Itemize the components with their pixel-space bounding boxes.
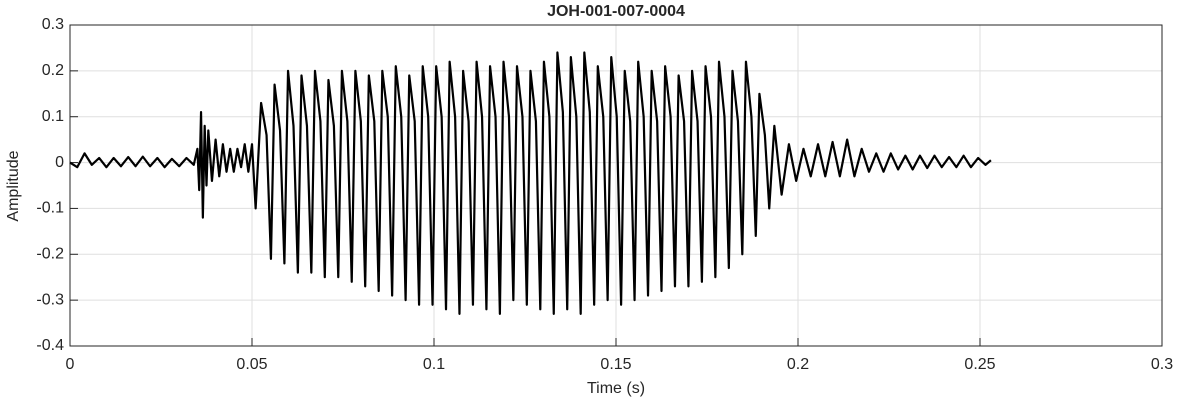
- waveform-line: [69, 51, 992, 315]
- x-tick-label: 0.2: [787, 356, 809, 373]
- x-axis-label: Time (s): [587, 380, 645, 397]
- y-tick-label: -0.2: [36, 246, 64, 263]
- y-tick-label: 0: [55, 154, 64, 171]
- y-tick-label: 0.2: [42, 62, 64, 79]
- y-tick-label: 0.1: [42, 108, 64, 125]
- y-tick-label: -0.4: [36, 337, 64, 354]
- y-tick-label: -0.3: [36, 291, 64, 308]
- x-tick-label: 0.15: [600, 356, 631, 373]
- chart-title: JOH-001-007-0004: [547, 3, 685, 20]
- x-tick-label: 0.25: [964, 356, 995, 373]
- x-tick-label: 0: [66, 356, 75, 373]
- x-tick-label: 0.3: [1151, 356, 1173, 373]
- y-tick-label: 0.3: [42, 16, 64, 33]
- x-tick-label: 0.1: [423, 356, 445, 373]
- y-axis-label: Amplitude: [5, 150, 22, 221]
- y-tick-label: -0.1: [36, 200, 64, 217]
- plot-frame: [69, 24, 1163, 347]
- x-tick-label: 0.05: [236, 356, 267, 373]
